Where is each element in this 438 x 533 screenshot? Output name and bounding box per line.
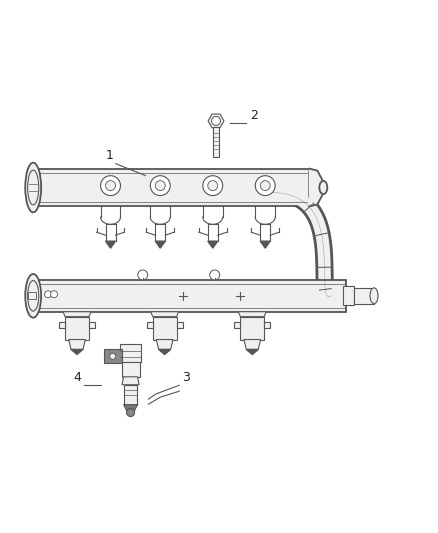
Polygon shape [153, 317, 177, 340]
Circle shape [50, 290, 57, 298]
Ellipse shape [28, 280, 39, 311]
Text: 2: 2 [250, 109, 258, 122]
Circle shape [106, 181, 116, 191]
Circle shape [150, 176, 170, 196]
Polygon shape [246, 350, 258, 354]
Polygon shape [343, 286, 354, 305]
Polygon shape [156, 340, 173, 350]
Circle shape [203, 176, 223, 196]
FancyBboxPatch shape [33, 280, 346, 312]
Polygon shape [89, 321, 95, 328]
Text: 3: 3 [182, 372, 190, 384]
Polygon shape [177, 321, 183, 328]
Circle shape [210, 270, 220, 280]
Circle shape [127, 409, 134, 417]
Polygon shape [309, 168, 323, 206]
Circle shape [110, 353, 116, 359]
Polygon shape [65, 317, 89, 340]
Circle shape [212, 116, 220, 125]
Polygon shape [69, 340, 85, 350]
Circle shape [138, 270, 148, 280]
Polygon shape [260, 241, 270, 248]
Polygon shape [155, 241, 165, 248]
Polygon shape [354, 288, 374, 304]
Polygon shape [234, 321, 240, 328]
Polygon shape [264, 321, 270, 328]
Text: 1: 1 [106, 149, 113, 161]
Polygon shape [120, 344, 141, 362]
Polygon shape [244, 340, 261, 350]
Circle shape [255, 176, 275, 196]
Ellipse shape [25, 274, 41, 318]
Ellipse shape [319, 181, 327, 194]
Polygon shape [63, 312, 91, 317]
Circle shape [155, 181, 165, 191]
Polygon shape [147, 321, 153, 328]
FancyBboxPatch shape [28, 292, 35, 300]
FancyBboxPatch shape [33, 168, 309, 206]
Polygon shape [213, 127, 219, 157]
Text: 4: 4 [73, 372, 81, 384]
Ellipse shape [25, 163, 41, 212]
Polygon shape [124, 385, 137, 405]
Circle shape [208, 181, 218, 191]
Polygon shape [104, 349, 122, 364]
Circle shape [260, 181, 270, 191]
Polygon shape [238, 312, 266, 317]
Polygon shape [122, 362, 140, 377]
Circle shape [45, 290, 52, 298]
Ellipse shape [370, 288, 378, 304]
Polygon shape [71, 350, 83, 354]
Polygon shape [208, 114, 224, 128]
Ellipse shape [28, 170, 39, 205]
Polygon shape [240, 317, 264, 340]
Polygon shape [124, 405, 138, 410]
Polygon shape [151, 312, 179, 317]
Polygon shape [159, 350, 171, 354]
Polygon shape [106, 241, 116, 248]
Polygon shape [208, 241, 218, 248]
Circle shape [101, 176, 120, 196]
Polygon shape [59, 321, 65, 328]
Polygon shape [122, 377, 139, 385]
